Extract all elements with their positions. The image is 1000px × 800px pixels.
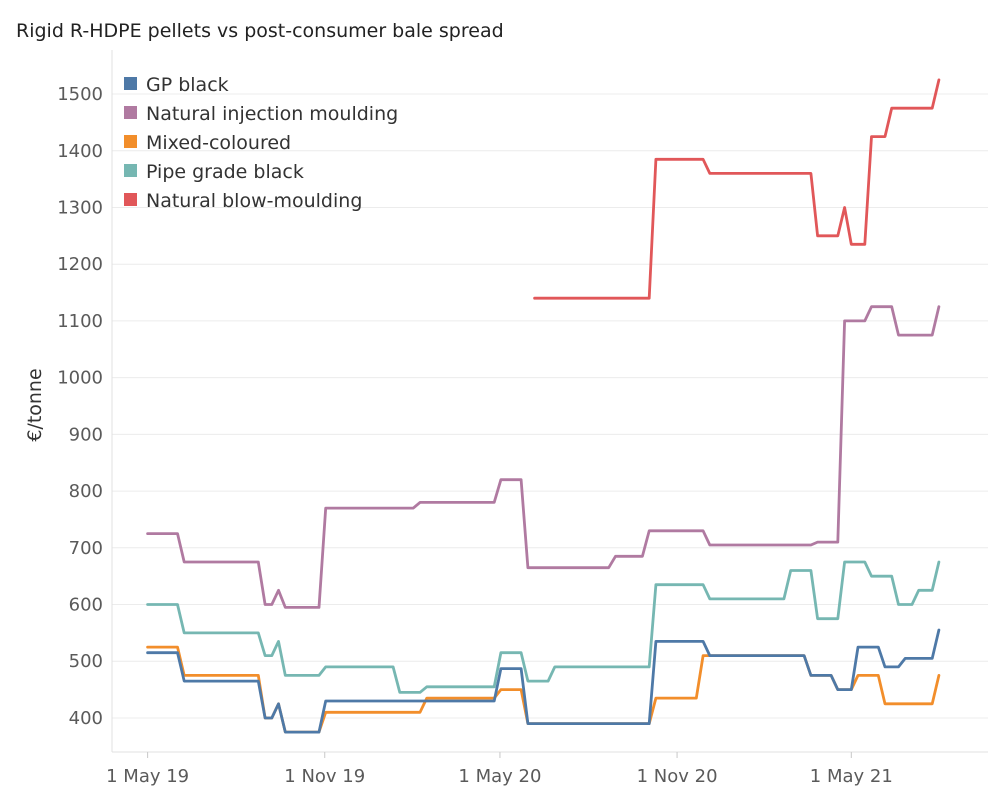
y-tick-label: 1500 — [57, 84, 103, 105]
y-tick-label: 1100 — [57, 311, 103, 332]
legend-label: Mixed-coloured — [146, 132, 291, 154]
chart-title: Rigid R-HDPE pellets vs post-consumer ba… — [16, 20, 504, 42]
legend-label: Pipe grade black — [146, 161, 304, 183]
x-tick-label: 1 May 21 — [810, 766, 893, 787]
legend-swatch — [124, 135, 137, 148]
legend-label: Natural injection moulding — [146, 103, 398, 125]
legend-label: Natural blow-moulding — [146, 190, 362, 212]
y-axis-title: €/tonne — [24, 368, 46, 441]
x-tick-label: 1 Nov 19 — [284, 766, 365, 787]
grid-lines — [112, 93, 988, 719]
y-tick-label: 1400 — [57, 141, 103, 162]
legend-label: GP black — [146, 74, 229, 96]
x-tick-label: 1 May 20 — [458, 766, 541, 787]
legend-swatch — [124, 106, 137, 119]
y-tick-label: 1000 — [57, 368, 103, 389]
y-tick-label: 800 — [69, 481, 103, 502]
legend-swatch — [124, 193, 137, 206]
y-tick-label: 400 — [69, 708, 103, 729]
y-tick-label: 1300 — [57, 197, 103, 218]
legend-swatch — [124, 77, 137, 90]
axes: 400 500 600 700 800 900 1000 1100 1200 1300 1400 15… — [57, 50, 988, 787]
y-tick-label: 1200 — [57, 254, 103, 275]
x-tick-label: 1 Nov 20 — [637, 766, 718, 787]
series-line-natural-injection-moulding — [146, 305, 941, 609]
series-line-pipe-grade-black — [146, 560, 941, 694]
series-line-natural-blow-moulding — [533, 78, 941, 300]
series-lines — [146, 78, 941, 734]
y-tick-label: 700 — [69, 538, 103, 559]
x-tick-label: 1 May 19 — [106, 766, 189, 787]
y-tick-label: 500 — [69, 651, 103, 672]
legend-swatch — [124, 164, 137, 177]
series-line-gp-black — [146, 628, 941, 734]
y-tick-label: 900 — [69, 424, 103, 445]
y-tick-label: 600 — [69, 595, 103, 616]
legend: GP black Natural injection moulding Mixed-… — [124, 74, 398, 212]
